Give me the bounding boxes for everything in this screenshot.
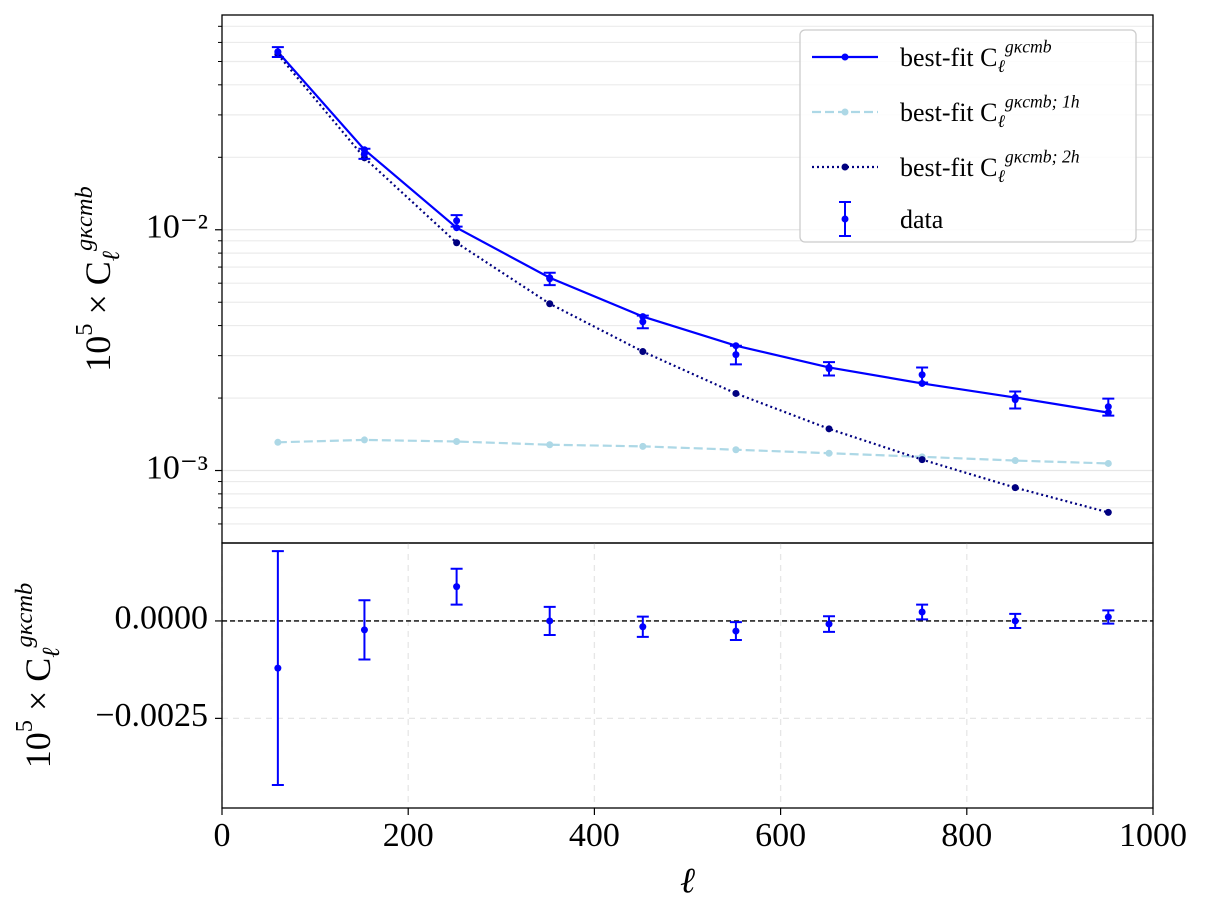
label-part: 10 — [78, 336, 118, 372]
data-point — [825, 620, 833, 628]
line-point — [274, 438, 282, 446]
data-point — [732, 351, 740, 359]
data-point — [453, 217, 461, 225]
y-axis-label: 105 × Cℓgκcmb — [70, 186, 124, 372]
legend-label: best-fit Cℓgκcmb; 1h — [900, 91, 1080, 131]
line-point — [825, 425, 833, 433]
label-part: ℓ — [97, 251, 124, 261]
legend-swatch — [841, 215, 849, 223]
x-tick-label: 1000 — [1119, 817, 1187, 854]
legend-swatch — [841, 163, 849, 171]
line-point — [453, 239, 461, 247]
line-point — [546, 300, 554, 308]
line-point — [546, 441, 554, 449]
label-part: ℓ — [998, 111, 1006, 131]
label-part: gκcmb — [70, 186, 97, 251]
label-part: ℓ — [998, 166, 1006, 186]
line-point — [825, 449, 833, 457]
label-part: 10 — [18, 732, 58, 768]
line-point — [1011, 484, 1019, 492]
line-point — [1011, 457, 1019, 465]
line-point — [639, 348, 647, 356]
x-tick-label: 400 — [569, 817, 620, 854]
y-tick-label: 0.0000 — [115, 600, 209, 637]
data-point — [274, 48, 282, 56]
line-point — [918, 456, 926, 464]
data-point — [546, 275, 554, 283]
label-part: gκcmb; 1h — [1005, 91, 1080, 111]
line-point — [732, 446, 740, 454]
legend-label: best-fit Cℓgκcmb; 2h — [900, 146, 1080, 186]
label-part: 5 — [10, 720, 37, 732]
line — [277, 51, 1109, 414]
x-axis-label: ℓ — [680, 860, 695, 900]
legend-swatch — [841, 53, 849, 61]
label-part: best-fit C — [900, 43, 998, 72]
legend-label: data — [900, 205, 944, 234]
data-point — [639, 318, 647, 326]
data-point — [1104, 613, 1112, 621]
line-point — [360, 436, 368, 444]
legend-swatch — [841, 108, 849, 116]
data-point — [732, 627, 740, 635]
legend-box — [799, 29, 1137, 243]
y-tick-label: 10⁻³ — [146, 449, 208, 486]
data-point — [918, 371, 926, 379]
x-tick-label: 600 — [755, 817, 806, 854]
label-part: × C — [18, 658, 58, 720]
line-point — [1104, 459, 1112, 467]
data-point — [274, 664, 282, 672]
label-part: × C — [78, 261, 118, 323]
data-point — [360, 626, 368, 634]
label-part: ℓ — [37, 647, 64, 657]
label-part: gκcmb — [1005, 36, 1052, 56]
label-part: 5 — [70, 324, 97, 336]
label-part: data — [900, 205, 944, 234]
data-point — [1011, 617, 1019, 625]
x-tick-label: 0 — [214, 817, 231, 854]
line-point — [1104, 508, 1112, 516]
data-point — [360, 150, 368, 158]
line — [277, 438, 1109, 465]
label-part: best-fit C — [900, 153, 998, 182]
plot-frame — [221, 542, 1154, 809]
line-point — [453, 437, 461, 445]
y-tick-label: 10⁻² — [146, 209, 208, 246]
label-part: best-fit C — [900, 98, 998, 127]
data-point — [1104, 403, 1112, 411]
data-point — [453, 583, 461, 591]
data-point — [639, 623, 647, 631]
data-point — [825, 365, 833, 373]
data-point — [1011, 396, 1019, 404]
label-part: ℓ — [998, 56, 1006, 76]
legend-label: best-fit Cℓgκcmb — [900, 36, 1052, 76]
line-point — [732, 389, 740, 397]
data-point — [546, 617, 554, 625]
data-point — [918, 608, 926, 616]
label-part: gκcmb — [10, 583, 37, 648]
y-tick-label: −0.0025 — [95, 697, 208, 734]
label-part: gκcmb; 2h — [1005, 146, 1080, 166]
x-tick-label: 800 — [941, 817, 992, 854]
line-point — [639, 442, 647, 450]
y-axis-label: 105 × Cℓgκcmb — [10, 583, 64, 769]
x-tick-label: 200 — [383, 817, 434, 854]
